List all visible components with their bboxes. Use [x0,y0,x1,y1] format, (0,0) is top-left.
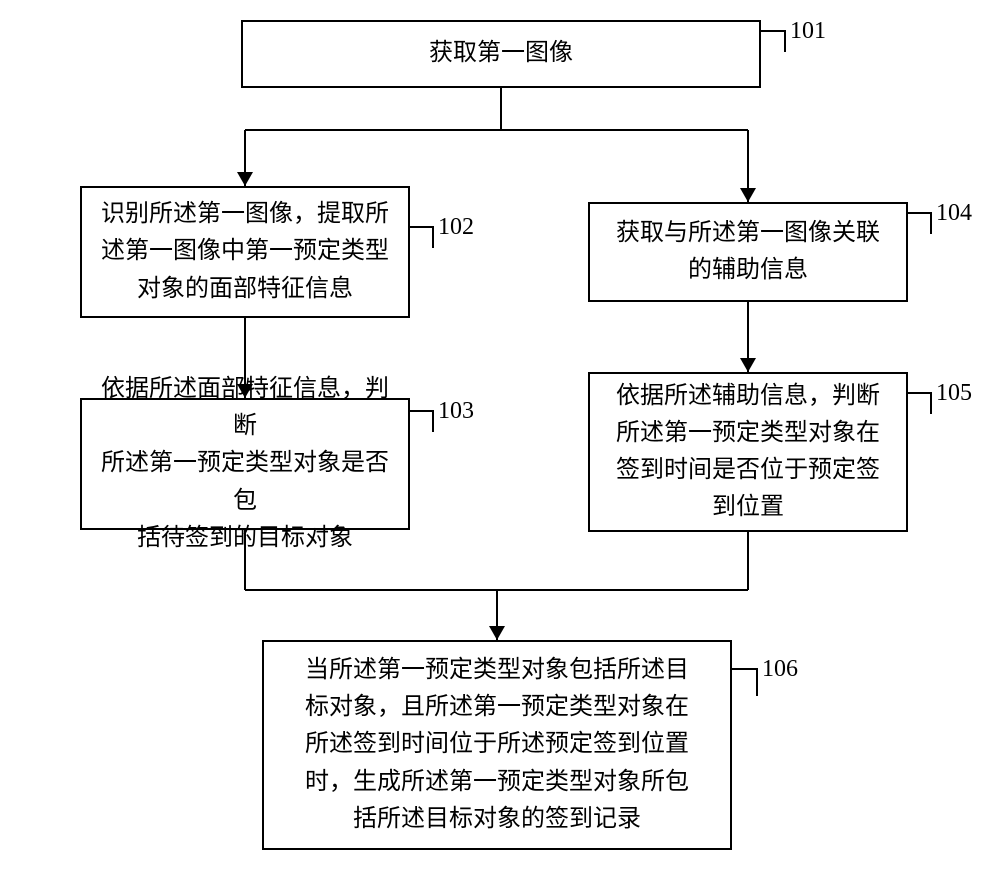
node-101-text: 获取第一图像 [429,35,573,72]
label-hook-102 [408,226,434,248]
node-102-line2: 述第一图像中第一预定类型 [101,233,389,270]
node-106: 当所述第一预定类型对象包括所述目 标对象，且所述第一预定类型对象在 所述签到时间… [262,640,732,850]
node-106-line3: 所述签到时间位于所述预定签到位置 [305,726,689,763]
node-102: 识别所述第一图像，提取所 述第一图像中第一预定类型 对象的面部特征信息 [80,186,410,318]
node-102-line3: 对象的面部特征信息 [101,271,389,308]
node-106-line1: 当所述第一预定类型对象包括所述目 [305,652,689,689]
node-104: 获取与所述第一图像关联 的辅助信息 [588,202,908,302]
node-105-line4: 到位置 [616,489,880,526]
node-105-line1: 依据所述辅助信息，判断 [616,378,880,415]
node-103-line3: 括待签到的目标对象 [96,520,394,557]
label-104: 104 [936,200,972,227]
node-104-line1: 获取与所述第一图像关联 [616,215,880,252]
node-103-line1: 依据所述面部特征信息，判断 [96,371,394,445]
node-104-line2: 的辅助信息 [616,252,880,289]
label-101: 101 [790,18,826,45]
label-hook-106 [730,668,758,696]
label-hook-101 [759,30,786,52]
label-106: 106 [762,656,798,683]
label-103: 103 [438,398,474,425]
flowchart-canvas: 获取第一图像 101 识别所述第一图像，提取所 述第一图像中第一预定类型 对象的… [0,0,1000,882]
node-103-line2: 所述第一预定类型对象是否包 [96,445,394,519]
node-103: 依据所述面部特征信息，判断 所述第一预定类型对象是否包 括待签到的目标对象 [80,398,410,530]
label-hook-104 [906,212,932,234]
label-105: 105 [936,380,972,407]
node-106-line4: 时，生成所述第一预定类型对象所包 [305,764,689,801]
node-105: 依据所述辅助信息，判断 所述第一预定类型对象在 签到时间是否位于预定签 到位置 [588,372,908,532]
node-105-line3: 签到时间是否位于预定签 [616,452,880,489]
node-106-line2: 标对象，且所述第一预定类型对象在 [305,689,689,726]
node-106-line5: 括所述目标对象的签到记录 [305,801,689,838]
label-102: 102 [438,214,474,241]
label-hook-105 [906,392,932,414]
node-101: 获取第一图像 [241,20,761,88]
node-102-line1: 识别所述第一图像，提取所 [101,196,389,233]
label-hook-103 [408,410,434,432]
node-105-line2: 所述第一预定类型对象在 [616,415,880,452]
